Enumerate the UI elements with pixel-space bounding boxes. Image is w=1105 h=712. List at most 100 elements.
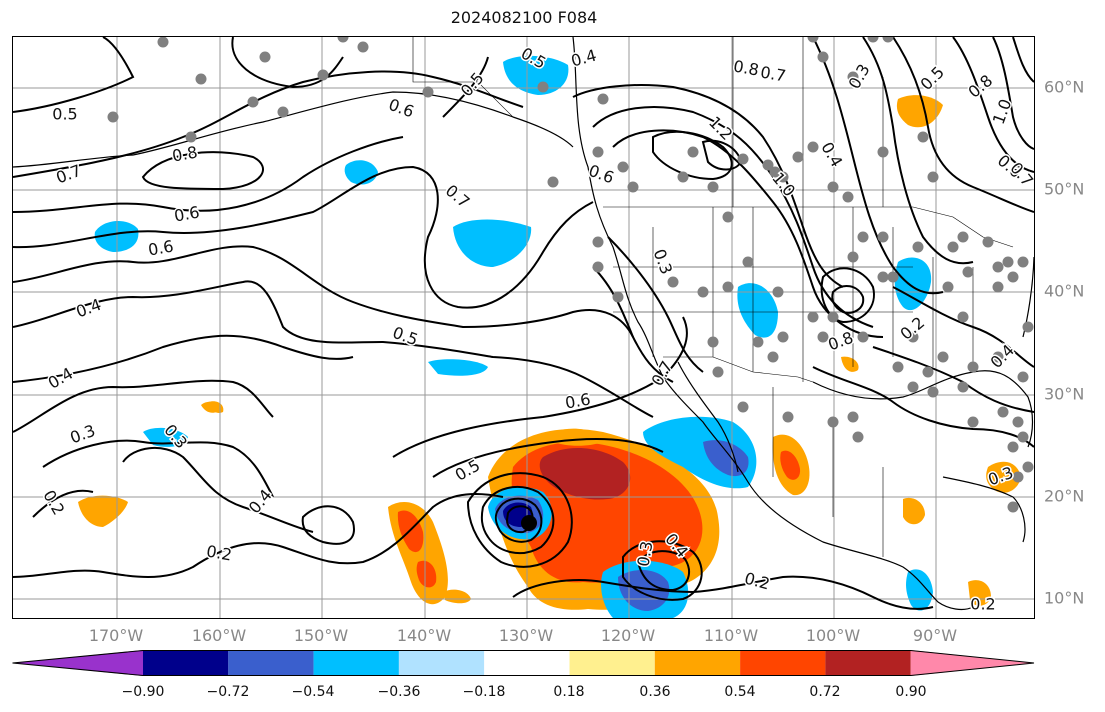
contour-line bbox=[442, 56, 489, 118]
contour-line bbox=[607, 236, 704, 373]
station-dot bbox=[917, 131, 929, 143]
warm-patch-140w-inner2 bbox=[416, 560, 437, 588]
station-dot bbox=[1007, 441, 1019, 453]
station-dot bbox=[927, 171, 939, 183]
contour-line bbox=[1012, 37, 1034, 83]
lat-label-30n: 30°N bbox=[1044, 384, 1085, 404]
station-dot bbox=[847, 411, 859, 423]
station-dot bbox=[807, 141, 819, 153]
station-dot bbox=[877, 231, 889, 243]
station-dot bbox=[817, 331, 829, 343]
lat-label-40n: 40°N bbox=[1044, 281, 1085, 301]
station-dot bbox=[337, 37, 349, 43]
station-dot bbox=[772, 286, 784, 298]
colorbar-tick-label: 0.36 bbox=[639, 684, 671, 700]
political-borders bbox=[412, 37, 1014, 557]
contour-line bbox=[892, 37, 1034, 213]
station-dot bbox=[962, 266, 974, 278]
contour-label: 0.5 bbox=[452, 456, 484, 485]
station-dot bbox=[677, 171, 689, 183]
contour-line bbox=[636, 550, 690, 592]
station-dot bbox=[997, 406, 1009, 418]
colorbar-swatch bbox=[484, 650, 570, 676]
warm-patch-east-1 bbox=[896, 95, 943, 128]
map-canvas: 0.50.40.50.50.60.80.70.3 0.5 0.81.00.81.20… bbox=[13, 37, 1034, 618]
station-dot bbox=[697, 286, 709, 298]
station-dot bbox=[627, 181, 639, 193]
contour-label: 0.5 bbox=[457, 69, 488, 101]
lon-label-120w: 120°W bbox=[600, 626, 656, 645]
colorbar-tick-label: −0.90 bbox=[121, 684, 165, 700]
contour-line bbox=[622, 540, 703, 601]
station-dot bbox=[957, 231, 969, 243]
colorbar-swatch bbox=[143, 650, 229, 676]
colorbar-tick-label: 0.54 bbox=[724, 684, 756, 700]
coastline-baja bbox=[677, 361, 739, 473]
map-title: 2024082100 F084 bbox=[450, 8, 598, 27]
station-dot bbox=[907, 381, 919, 393]
station-dot bbox=[422, 86, 434, 98]
contour-line bbox=[13, 70, 524, 178]
contour-line bbox=[141, 151, 264, 191]
contour-line bbox=[392, 316, 688, 458]
warm-patch-140w-inner bbox=[397, 510, 424, 553]
station-dot bbox=[877, 271, 889, 283]
contour-label: 0.3 bbox=[67, 421, 97, 448]
contour-line bbox=[13, 165, 594, 309]
contour-line bbox=[512, 575, 934, 610]
lon-label-140w: 140°W bbox=[396, 626, 452, 645]
station-dot bbox=[712, 366, 724, 378]
colorbar-swatch bbox=[825, 650, 911, 676]
contour-label: 0.5 bbox=[917, 63, 948, 94]
contour-label: 0.4 bbox=[817, 139, 846, 171]
lon-label-170w: 170°W bbox=[88, 626, 144, 645]
station-dot bbox=[887, 271, 899, 283]
cold-patch-7 bbox=[737, 283, 778, 338]
station-dot bbox=[1012, 416, 1024, 428]
warm-patch-mx-inner bbox=[780, 450, 801, 480]
station-dot bbox=[827, 181, 839, 193]
station-dot bbox=[912, 241, 924, 253]
colorbar-tick-label: −0.18 bbox=[462, 684, 506, 700]
station-dot bbox=[792, 151, 804, 163]
lat-label-60n: 60°N bbox=[1044, 77, 1085, 97]
station-dot bbox=[185, 131, 197, 143]
station-dot bbox=[992, 351, 1004, 363]
station-dot bbox=[687, 146, 699, 158]
station-dot bbox=[892, 361, 904, 373]
warm-patch-east-2 bbox=[986, 461, 1021, 493]
station-dot bbox=[777, 171, 789, 183]
station-dot bbox=[857, 231, 869, 243]
station-dot bbox=[597, 93, 609, 105]
lon-label-100w: 100°W bbox=[805, 626, 861, 645]
contour-line bbox=[892, 286, 1034, 368]
contour-line bbox=[32, 489, 94, 518]
station-dot bbox=[1017, 431, 1029, 443]
station-dot bbox=[852, 431, 864, 443]
station-dot bbox=[547, 176, 559, 188]
station-dot bbox=[592, 236, 604, 248]
contour-line bbox=[432, 438, 664, 478]
contour-label: 0.5 bbox=[52, 105, 77, 124]
contour-line bbox=[42, 439, 274, 498]
contour-line bbox=[122, 446, 314, 533]
station-dot bbox=[847, 71, 859, 83]
contour-line bbox=[494, 497, 543, 543]
station-dot bbox=[722, 211, 734, 223]
contour-line bbox=[812, 37, 944, 295]
station-dot bbox=[782, 411, 794, 423]
station-dot bbox=[982, 236, 994, 248]
contour-label: 1.0 bbox=[989, 96, 1016, 126]
contour-label: 0.8 bbox=[732, 56, 760, 79]
contour-label: 0.6 bbox=[147, 236, 175, 259]
station-dot bbox=[107, 111, 119, 123]
contour-line bbox=[13, 245, 634, 338]
lon-label-90w: 90°W bbox=[912, 626, 958, 645]
colorbar-swatch bbox=[740, 650, 826, 676]
contour-label: 0.2 bbox=[205, 541, 233, 564]
lat-label-20n: 20°N bbox=[1044, 486, 1085, 506]
station-dot bbox=[957, 311, 969, 323]
station-dot bbox=[259, 51, 271, 63]
contour-line bbox=[231, 37, 344, 89]
station-dot bbox=[1002, 256, 1014, 268]
